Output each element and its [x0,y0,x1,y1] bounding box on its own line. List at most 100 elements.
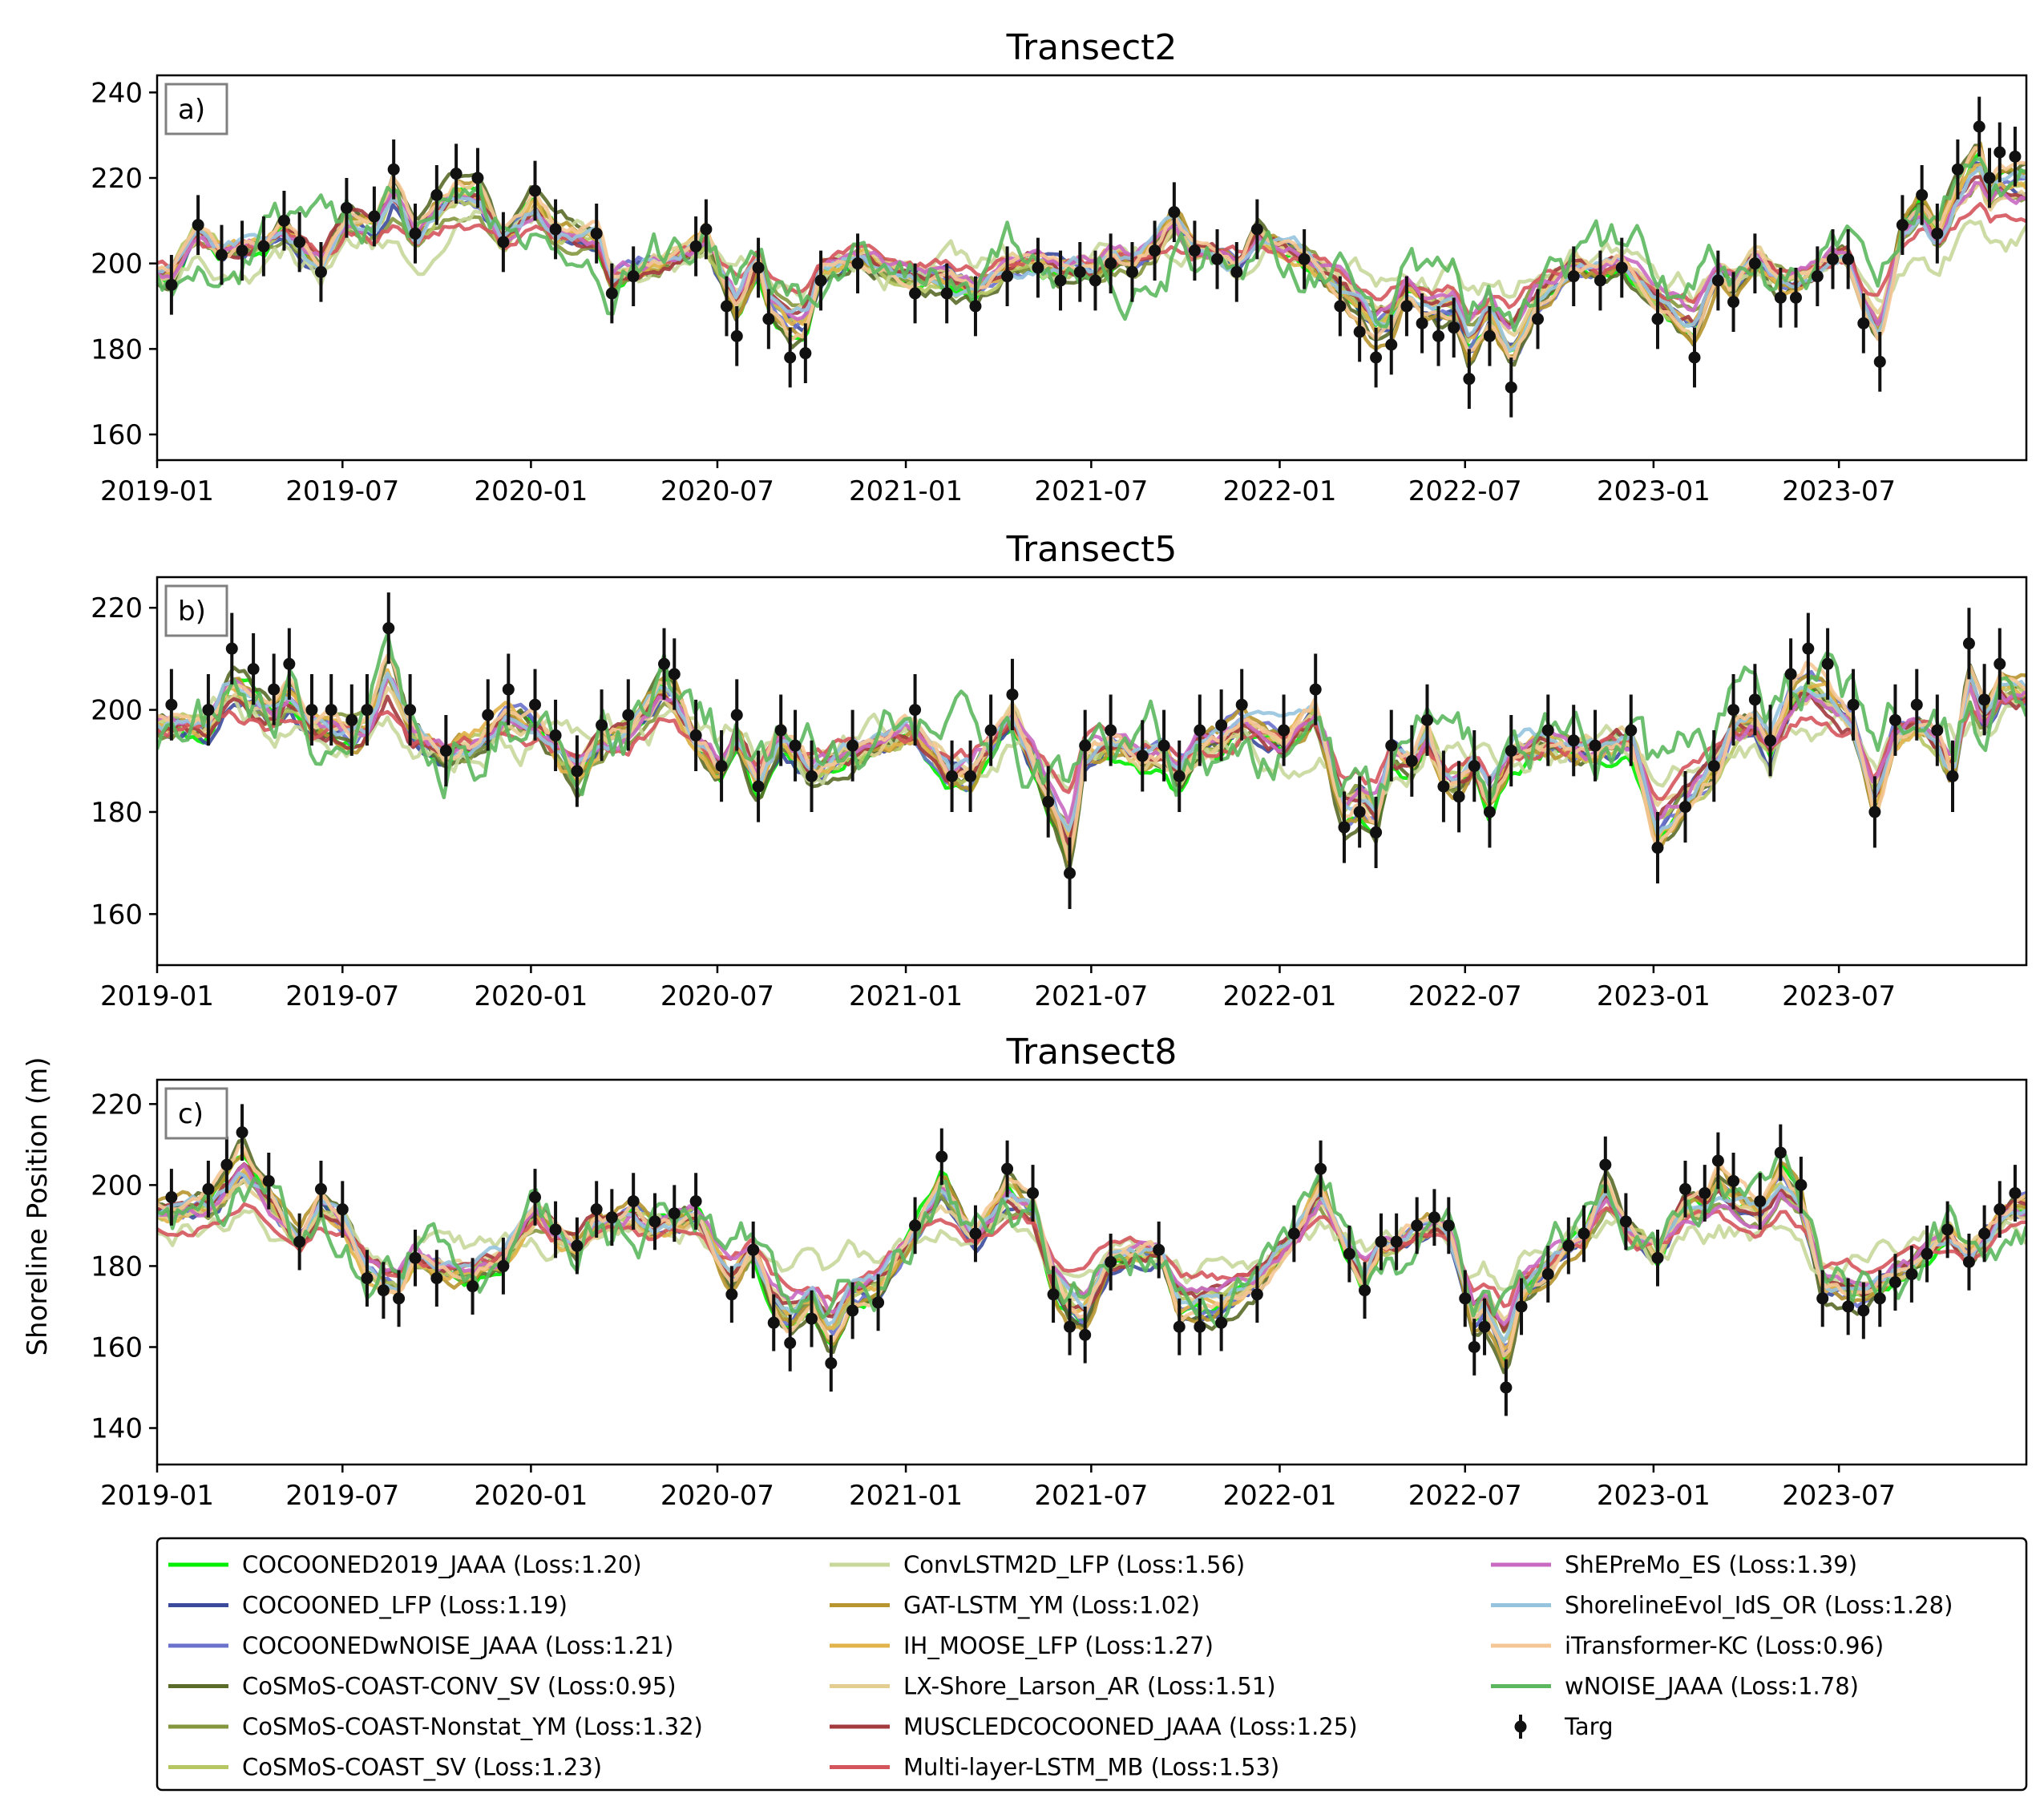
target-point [1842,253,1855,265]
target-point [730,329,743,342]
target-point [627,270,640,283]
x-tick-label: 2019-07 [285,980,399,1012]
legend-entry: MUSCLEDCOCOONED_JAAA (Loss:1.25) [830,1713,1358,1740]
target-point [964,770,977,782]
target-point [1994,1203,2006,1216]
target-point [909,704,922,717]
x-tick-label: 2023-07 [1782,980,1896,1012]
target-point [368,210,381,223]
target-point [549,729,562,741]
target-point [1385,739,1398,752]
legend-entry: ConvLSTM2D_LFP (Loss:1.56) [830,1551,1245,1578]
panel-title: Transect8 [1006,1032,1178,1073]
target-point [325,704,337,717]
legend-entry: GAT-LSTM_YM (Loss:1.02) [830,1592,1200,1619]
target-point [1946,770,1959,782]
legend-label: ShorelineEvol_IdS_OR (Loss:1.28) [1565,1592,1953,1619]
target-point [314,265,327,278]
y-tick-label: 160 [91,419,143,451]
target-point [1478,1320,1491,1333]
target-point [1505,745,1517,758]
target-point [1678,1182,1691,1195]
target-point [1452,790,1465,803]
target-point [689,240,702,253]
x-tick-label: 2020-01 [474,980,588,1012]
target-point [1727,704,1740,717]
target-point [668,668,681,681]
panel-label: c) [178,1098,204,1130]
target-point [165,698,178,711]
target-point [969,1227,982,1240]
target-point [192,219,204,232]
panel-label: b) [178,596,206,628]
target-point [336,1203,349,1216]
target-point [497,1259,510,1272]
legend-label: ConvLSTM2D_LFP (Loss:1.56) [903,1551,1245,1578]
target-point [909,287,922,300]
legend-frame [156,1537,2028,1792]
target-point [1136,749,1149,762]
target-point [762,313,775,325]
target-point [1278,724,1291,737]
target-point [236,1126,248,1139]
legend-entry: COCOONED2019_JAAA (Loss:1.20) [168,1551,642,1578]
x-tick-label: 2020-07 [660,980,774,1012]
legend-label: COCOONED2019_JAAA (Loss:1.20) [242,1551,642,1578]
x-tick-label: 2019-01 [100,475,214,507]
target-point [1589,739,1602,752]
legend-label: CoSMoS-COAST_SV (Loss:1.23) [242,1754,602,1781]
legend-label: CoSMoS-COAST-CONV_SV (Loss:0.95) [242,1673,677,1700]
target-point [1748,257,1761,270]
target-point [1774,291,1787,304]
target-point [1802,642,1815,655]
target-point [1411,1219,1424,1232]
target-point [622,709,635,721]
target-point [1888,713,1901,726]
target-point [1385,338,1398,351]
target-point [1173,1320,1186,1333]
target-point [1157,739,1170,752]
target-point [293,236,306,248]
target-point [1567,734,1580,747]
target-point [1868,806,1881,818]
x-tick-label: 2020-07 [660,1480,774,1512]
target-point [1168,206,1181,219]
target-point [283,657,296,670]
target-point [1416,317,1428,329]
y-tick-label: 180 [91,333,143,366]
target-point [1931,724,1944,737]
target-point [1562,1239,1575,1252]
target-point [1343,1247,1355,1260]
panel-label-box [164,1087,228,1140]
target-point [1962,637,1975,650]
target-point [549,223,562,236]
legend-entry: Targ [1514,1713,1614,1740]
target-point [1962,1255,1975,1268]
legend-label: MUSCLEDCOCOONED_JAAA (Loss:1.25) [903,1713,1358,1740]
legend-label: Targ [1564,1713,1614,1740]
panel-label-box [164,83,228,135]
x-tick-label: 2022-01 [1222,980,1336,1012]
target-point [1032,261,1044,274]
x-tick-label: 2023-01 [1597,1480,1711,1512]
target-point [1298,253,1311,265]
target-point [851,257,864,270]
target-point [689,729,702,741]
legend-entry: CoSMoS-COAST-Nonstat_YM (Loss:1.32) [168,1713,703,1740]
target-point [293,1235,306,1248]
y-tick-label: 240 [91,77,143,109]
target-point [1951,163,1964,176]
target-point [1651,1251,1664,1264]
target-point [202,1182,215,1195]
target-point [1594,274,1606,287]
target-point [1105,724,1117,737]
target-point [946,770,959,782]
target-point [529,184,542,197]
target-point [799,347,812,360]
target-point [361,1272,374,1285]
target-point [1978,693,1991,706]
target-point [1448,321,1460,334]
target-point [1994,146,2006,159]
target-point [658,657,671,670]
target-point [1459,1292,1472,1305]
